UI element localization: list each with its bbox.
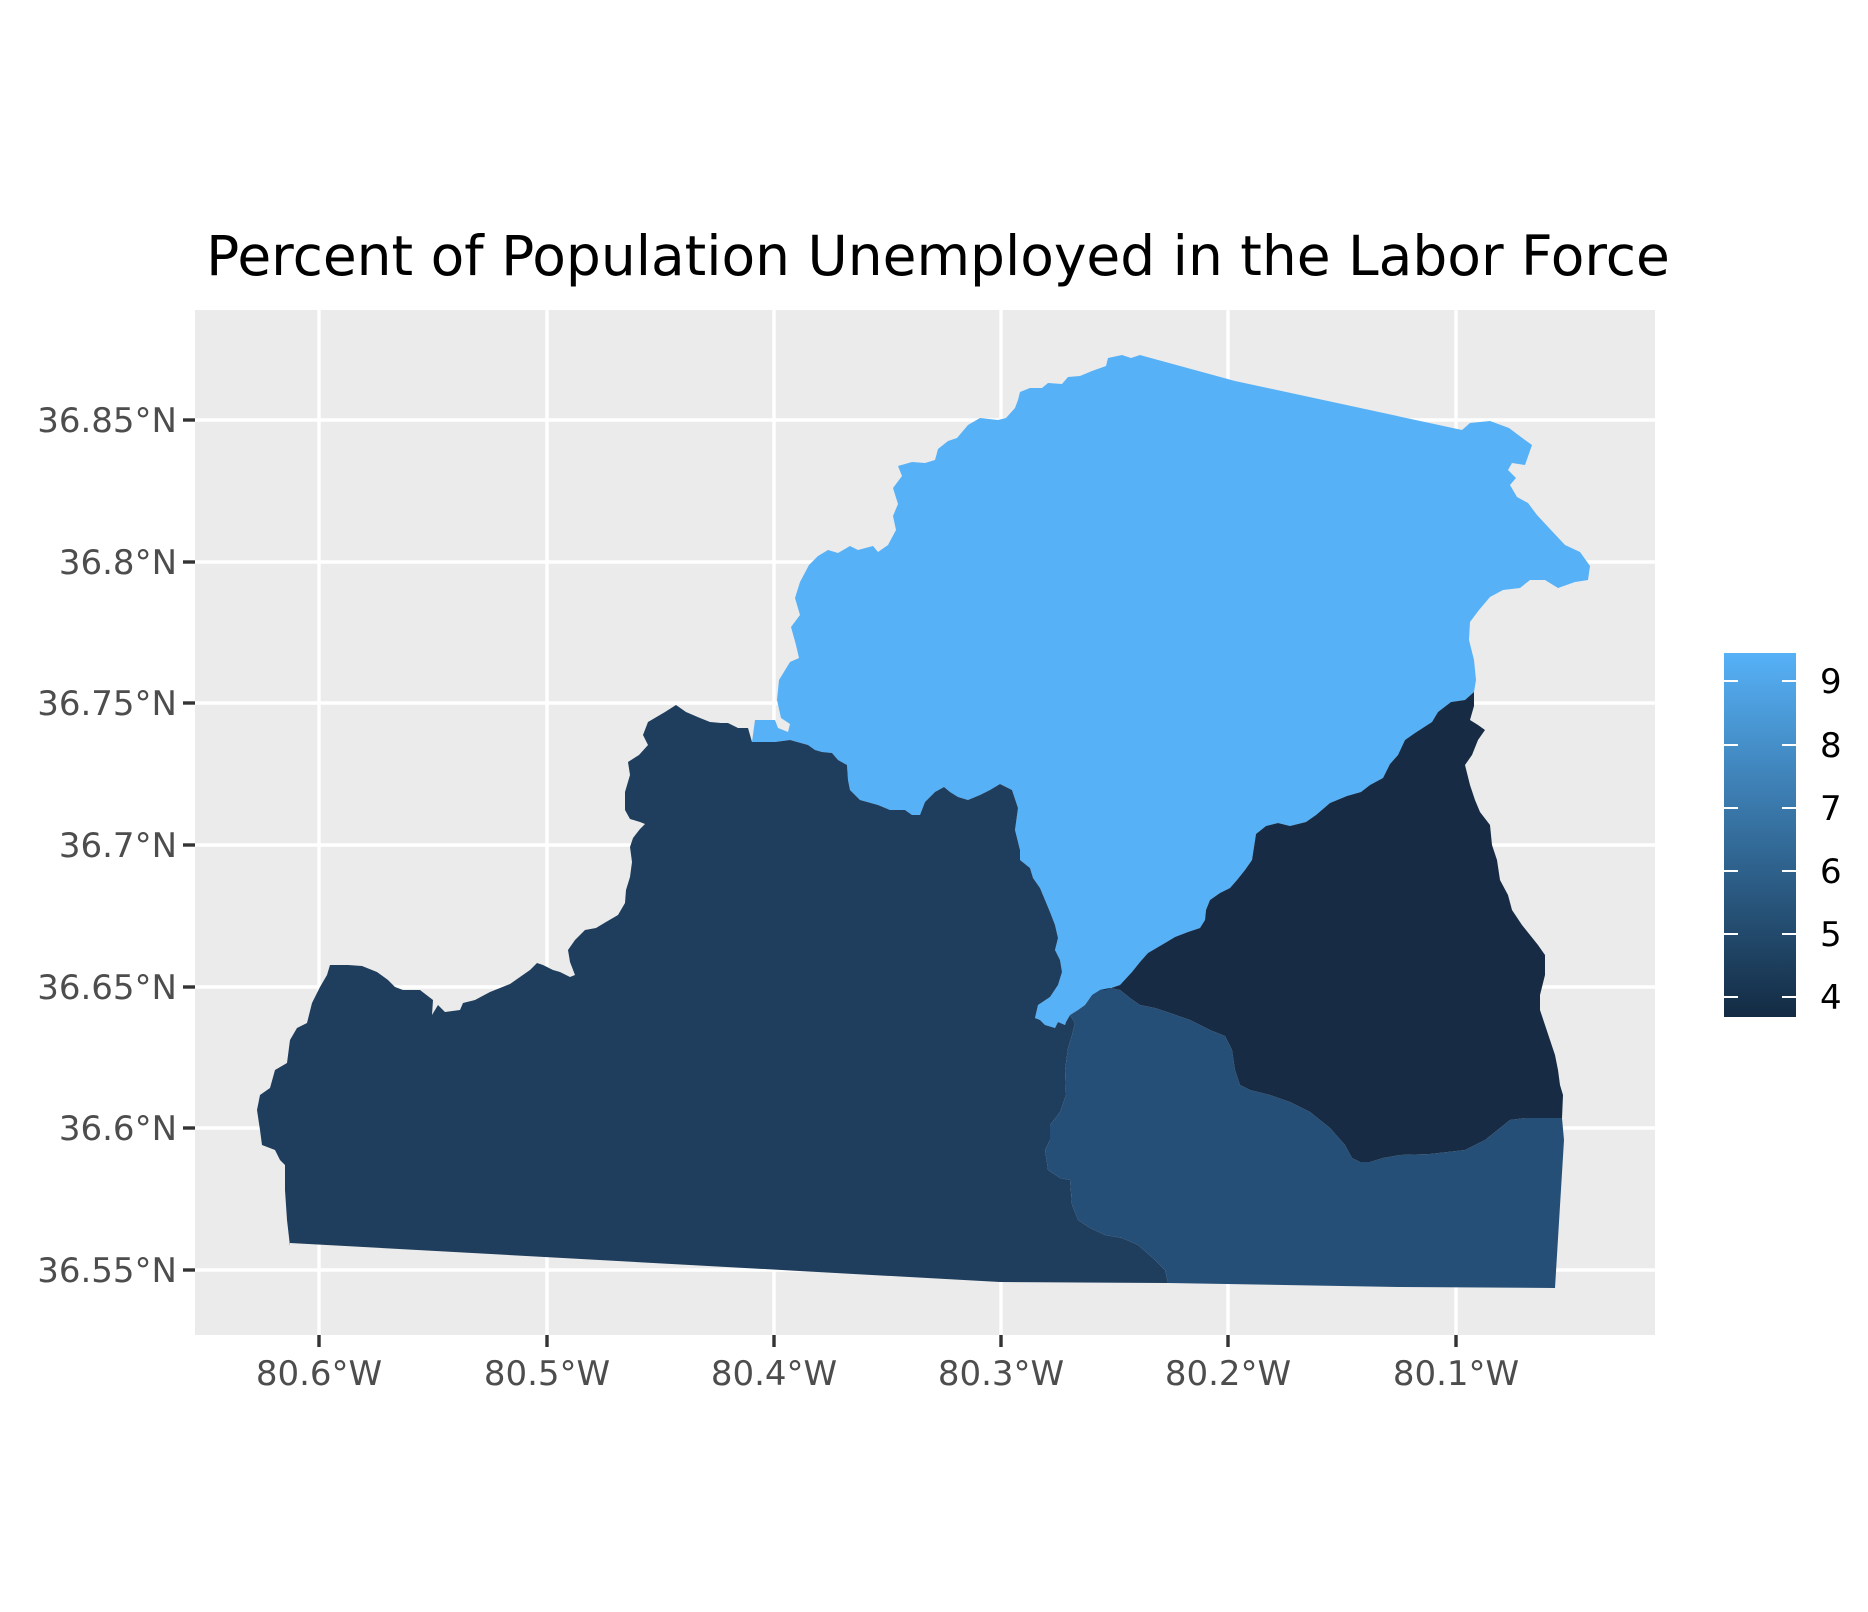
y-tick-label: 36.65°N [37,968,177,1008]
x-tick-label: 80.5°W [484,1354,610,1394]
legend-label: 4 [1820,978,1842,1018]
color-legend: 9 8 7 6 5 4 [1724,653,1842,1018]
legend-label: 8 [1820,726,1842,766]
x-tick-label: 80.4°W [711,1354,837,1394]
y-axis-labels: 36.85°N 36.8°N 36.75°N 36.7°N 36.65°N 36… [37,401,177,1291]
legend-colorbar [1724,653,1796,1017]
region-north[interactable] [752,355,1590,1028]
y-axis-ticks [183,418,195,1272]
x-tick-label: 80.2°W [1165,1354,1291,1394]
plot-title: Percent of Population Unemployed in the … [206,224,1670,288]
legend-colorbar-ticks [1724,680,1796,998]
y-tick-label: 36.8°N [59,543,177,583]
legend-label: 5 [1820,915,1842,955]
x-axis-ticks [317,1335,1458,1347]
x-axis-labels: 80.6°W 80.5°W 80.4°W 80.3°W 80.2°W 80.1°… [256,1354,1519,1394]
x-tick-label: 80.6°W [256,1354,382,1394]
x-tick-label: 80.3°W [938,1354,1064,1394]
legend-label: 7 [1820,789,1842,829]
legend-label: 9 [1820,662,1842,702]
y-tick-label: 36.85°N [37,401,177,441]
y-tick-label: 36.6°N [59,1109,177,1149]
y-tick-label: 36.7°N [59,826,177,866]
region-west[interactable] [257,705,1168,1283]
map-regions [257,355,1590,1288]
region-east[interactable] [1100,692,1563,1162]
y-tick-label: 36.55°N [37,1251,177,1291]
region-south-east[interactable] [1045,988,1564,1288]
x-tick-label: 80.1°W [1393,1354,1519,1394]
y-tick-label: 36.75°N [37,684,177,724]
legend-label: 6 [1820,852,1842,892]
